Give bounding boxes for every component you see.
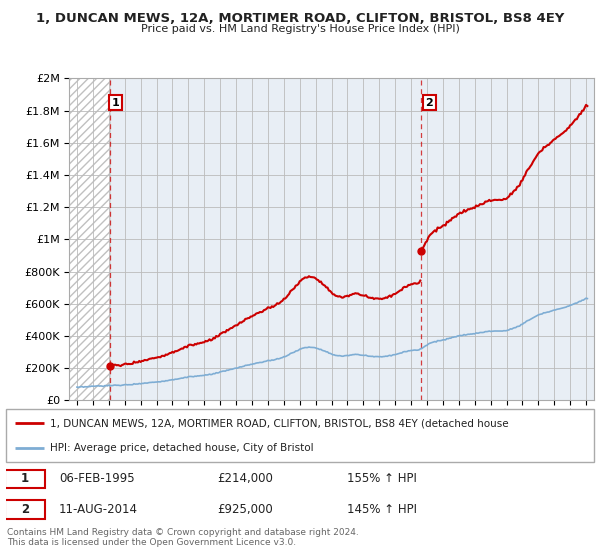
FancyBboxPatch shape	[6, 409, 594, 462]
Text: 06-FEB-1995: 06-FEB-1995	[59, 473, 134, 486]
Text: 2: 2	[425, 97, 433, 108]
Text: 1: 1	[112, 97, 120, 108]
Text: £925,000: £925,000	[218, 503, 274, 516]
FancyBboxPatch shape	[5, 469, 45, 488]
Text: HPI: Average price, detached house, City of Bristol: HPI: Average price, detached house, City…	[50, 442, 314, 452]
Text: 11-AUG-2014: 11-AUG-2014	[59, 503, 138, 516]
FancyBboxPatch shape	[5, 500, 45, 519]
Text: £214,000: £214,000	[218, 473, 274, 486]
Text: 1, DUNCAN MEWS, 12A, MORTIMER ROAD, CLIFTON, BRISTOL, BS8 4EY: 1, DUNCAN MEWS, 12A, MORTIMER ROAD, CLIF…	[36, 12, 564, 25]
Text: 155% ↑ HPI: 155% ↑ HPI	[347, 473, 417, 486]
Text: Price paid vs. HM Land Registry's House Price Index (HPI): Price paid vs. HM Land Registry's House …	[140, 24, 460, 34]
Text: 145% ↑ HPI: 145% ↑ HPI	[347, 503, 417, 516]
Text: 2: 2	[21, 503, 29, 516]
Text: 1: 1	[21, 473, 29, 486]
Text: 1, DUNCAN MEWS, 12A, MORTIMER ROAD, CLIFTON, BRISTOL, BS8 4EY (detached house: 1, DUNCAN MEWS, 12A, MORTIMER ROAD, CLIF…	[50, 418, 509, 428]
Text: Contains HM Land Registry data © Crown copyright and database right 2024.
This d: Contains HM Land Registry data © Crown c…	[7, 528, 359, 547]
